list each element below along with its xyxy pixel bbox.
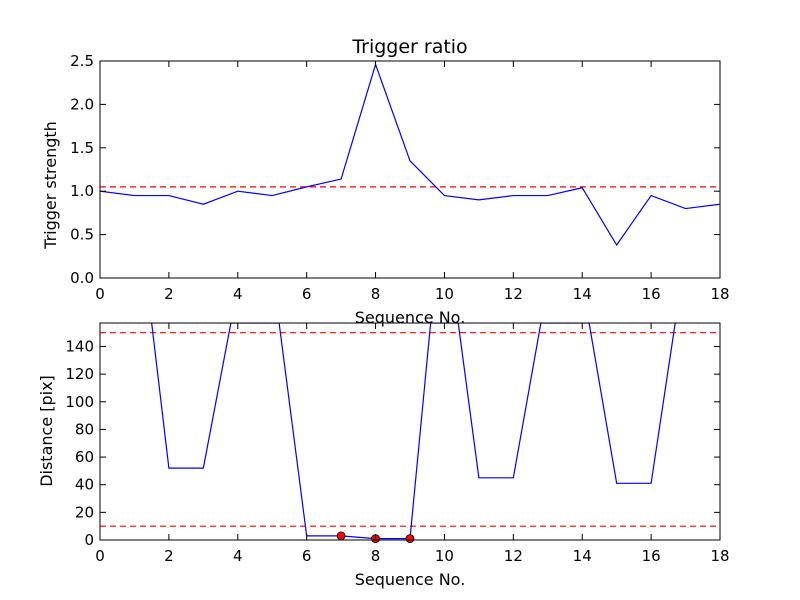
axes-frame [99, 322, 721, 541]
trigger-ratio-chart: Trigger ratio 0 2 4 6 8 10 12 14 16 18 0.0 0.5 1.0 1… [41, 36, 730, 327]
y-tick-label: 1.5 [70, 139, 94, 157]
x-tick-label: 0 [95, 547, 105, 565]
distance-chart: 0 2 4 6 8 10 12 14 16 18 0 20 40 60 80 100 120 140 Seque… [37, 322, 730, 589]
y-tick-label: 80 [75, 420, 94, 438]
x-tick-label: 8 [371, 285, 381, 303]
highlight-marker [336, 531, 346, 541]
x-tick-label: 0 [95, 285, 105, 303]
x-tick-label: 4 [233, 285, 243, 303]
x-axis-label: Sequence No. [355, 308, 466, 327]
x-axis-label: Sequence No. [355, 570, 466, 589]
x-tick-label: 10 [435, 547, 454, 565]
y-tick-label: 2.0 [70, 95, 94, 113]
x-tick-label: 10 [435, 285, 454, 303]
series-lines [151, 323, 676, 540]
y-axis-label: Distance [pix] [37, 375, 56, 487]
y-tick-label: 60 [75, 448, 94, 466]
x-tick-label: 8 [371, 547, 381, 565]
x-tick-label: 16 [642, 285, 661, 303]
x-ticks: 0 2 4 6 8 10 12 14 16 18 [95, 61, 730, 303]
x-tick-label: 4 [233, 547, 243, 565]
series-line-0 [100, 62, 720, 247]
x-tick-label: 6 [302, 285, 312, 303]
y-ticks: 0.0 0.5 1.0 1.5 2.0 2.5 [70, 52, 720, 287]
chart-title: Trigger ratio [351, 36, 467, 58]
y-tick-label: 120 [65, 365, 94, 383]
series-line-0 [151, 323, 676, 540]
y-tick-label: 1.0 [70, 182, 94, 200]
y-tick-label: 0 [84, 531, 94, 549]
x-tick-label: 6 [302, 547, 312, 565]
y-axis-label: Trigger strength [41, 121, 60, 250]
y-tick-label: 140 [65, 337, 94, 355]
x-tick-label: 16 [642, 547, 661, 565]
y-tick-label: 20 [75, 503, 94, 521]
x-tick-label: 12 [504, 547, 523, 565]
y-tick-label: 0.5 [70, 226, 94, 244]
y-tick-label: 0.0 [70, 269, 94, 287]
x-tick-label: 14 [573, 547, 592, 565]
y-ticks: 0 20 40 60 80 100 120 140 [65, 337, 720, 549]
x-tick-label: 12 [504, 285, 523, 303]
axes-frame [99, 60, 721, 279]
x-tick-label: 18 [710, 285, 729, 303]
x-tick-label: 18 [710, 547, 729, 565]
x-tick-label: 14 [573, 285, 592, 303]
highlight-marker [405, 534, 415, 544]
y-tick-label: 100 [65, 393, 94, 411]
y-tick-label: 40 [75, 476, 94, 494]
series-lines [100, 62, 720, 247]
y-tick-label: 2.5 [70, 52, 94, 70]
x-tick-label: 2 [164, 285, 174, 303]
threshold-lines [100, 332, 720, 527]
x-ticks: 0 2 4 6 8 10 12 14 16 18 [95, 323, 730, 565]
x-tick-label: 2 [164, 547, 174, 565]
